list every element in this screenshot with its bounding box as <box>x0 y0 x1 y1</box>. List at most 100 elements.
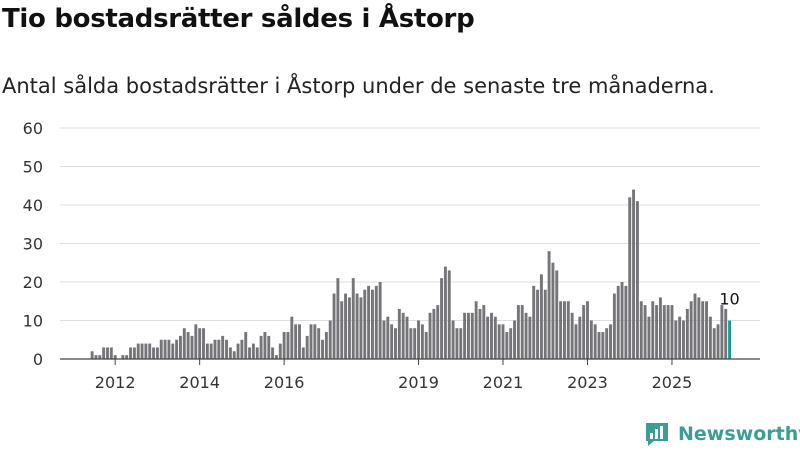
bar <box>516 305 520 359</box>
bar <box>106 347 109 359</box>
y-tick-label: 60 <box>23 119 43 138</box>
bar <box>175 339 179 359</box>
bar <box>443 266 447 359</box>
y-tick-label: 10 <box>23 312 43 331</box>
x-tick-label: 2019 <box>398 373 439 392</box>
bar <box>451 320 455 359</box>
bar <box>290 316 294 359</box>
bar <box>666 305 670 359</box>
bar <box>382 320 386 359</box>
bar <box>566 301 570 359</box>
x-tick-label: 2023 <box>567 373 608 392</box>
bar <box>655 305 659 359</box>
bar <box>712 328 716 359</box>
bar-highlight <box>728 320 732 359</box>
bar <box>148 343 152 359</box>
bar <box>217 339 221 359</box>
bar <box>586 301 589 359</box>
bar <box>317 328 321 359</box>
bar <box>163 339 167 359</box>
bar <box>179 335 182 359</box>
bar <box>605 328 609 359</box>
bar <box>132 347 136 359</box>
bar <box>263 332 267 359</box>
bar <box>140 343 144 359</box>
bar <box>570 312 574 359</box>
bar <box>635 201 639 359</box>
bar <box>455 328 459 359</box>
bar <box>716 324 720 359</box>
bar <box>240 339 244 359</box>
bar <box>371 289 374 359</box>
bar <box>152 347 156 359</box>
bar <box>413 328 417 359</box>
bar <box>113 355 117 359</box>
bar <box>355 293 359 359</box>
bar <box>424 332 428 359</box>
bar <box>609 324 612 359</box>
highlight-value-label: 10 <box>719 290 739 309</box>
bar <box>205 343 209 359</box>
bar <box>259 335 263 359</box>
bar <box>432 308 436 359</box>
bar <box>351 278 355 359</box>
bar <box>417 320 420 359</box>
bar <box>497 324 501 359</box>
bar <box>643 305 647 359</box>
bar <box>440 278 444 359</box>
bar <box>436 305 440 359</box>
bar <box>582 305 586 359</box>
bar <box>186 332 190 359</box>
bar <box>275 355 278 359</box>
bar <box>367 285 371 359</box>
bar <box>340 301 344 359</box>
y-tick-label: 40 <box>23 196 43 215</box>
x-tick-label: 2016 <box>264 373 305 392</box>
bar <box>659 297 662 359</box>
bar <box>98 355 102 359</box>
bar <box>555 270 559 359</box>
bar <box>467 312 470 359</box>
bar <box>255 347 259 359</box>
bar <box>478 308 482 359</box>
chart-subtitle: Antal sålda bostadsrätter i Åstorp under… <box>2 74 715 98</box>
bar <box>236 343 240 359</box>
bar <box>121 355 125 359</box>
bar <box>463 312 467 359</box>
bar <box>328 320 332 359</box>
bar <box>248 347 252 359</box>
x-tick-label: 2012 <box>95 373 136 392</box>
bar <box>213 339 217 359</box>
bar <box>685 308 689 359</box>
bar <box>225 339 228 359</box>
bar <box>332 293 336 359</box>
bar <box>551 262 555 359</box>
bar <box>493 316 497 359</box>
newsworthy-logo: Newsworthy <box>644 420 800 448</box>
bar <box>155 347 159 359</box>
bar <box>524 312 528 359</box>
bar <box>578 316 582 359</box>
bar <box>394 328 397 359</box>
bar <box>470 312 474 359</box>
bar <box>628 197 632 359</box>
bar <box>720 305 724 359</box>
bar <box>278 343 282 359</box>
x-tick-label: 2021 <box>483 373 524 392</box>
bar <box>374 285 378 359</box>
bar <box>171 343 175 359</box>
x-tick-label: 2014 <box>179 373 220 392</box>
bar <box>102 347 106 359</box>
bar <box>336 278 340 359</box>
bar <box>612 293 616 359</box>
bar <box>724 308 728 359</box>
bar <box>301 347 305 359</box>
bar <box>520 305 524 359</box>
bar <box>363 289 367 359</box>
bar <box>589 320 593 359</box>
bar <box>420 324 424 359</box>
bar <box>159 339 163 359</box>
bar <box>305 335 309 359</box>
bar <box>528 316 532 359</box>
bar <box>513 320 516 359</box>
